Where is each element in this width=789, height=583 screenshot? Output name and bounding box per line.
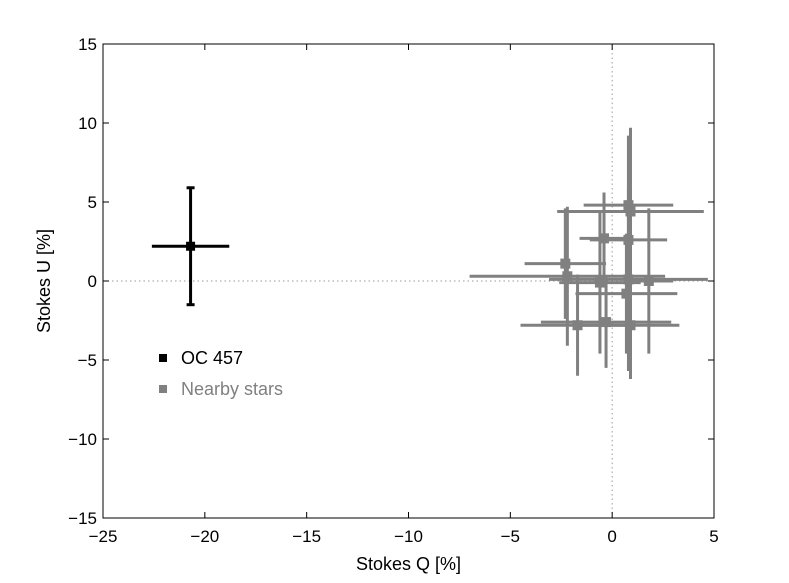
- data-point: [151, 186, 230, 307]
- data-marker: [621, 288, 632, 299]
- data-marker: [625, 320, 636, 331]
- legend-marker: [159, 354, 167, 362]
- legend: OC 457 Nearby stars: [159, 348, 283, 399]
- data-marker: [560, 258, 571, 269]
- series-nearby-stars: [469, 127, 708, 379]
- y-tick-label: 10: [78, 114, 97, 133]
- data-point: [549, 187, 708, 372]
- data-marker: [562, 271, 573, 282]
- data-point: [557, 127, 704, 296]
- data-point: [624, 208, 674, 354]
- x-axis-title: Stokes Q [%]: [356, 554, 461, 574]
- y-axis-title: Stokes U [%]: [34, 229, 54, 333]
- x-tick-label: −25: [89, 527, 118, 546]
- data-marker: [599, 233, 610, 244]
- series-oc-457: [151, 186, 230, 307]
- data-point: [579, 192, 629, 285]
- y-tick-label: 15: [78, 35, 97, 54]
- legend-label: Nearby stars: [181, 379, 283, 399]
- legend-marker: [159, 385, 167, 393]
- data-marker: [625, 206, 636, 217]
- x-tick-label: −15: [292, 527, 321, 546]
- x-tick-label: −20: [190, 527, 219, 546]
- y-tick-label: −15: [68, 509, 97, 528]
- data-point: [575, 233, 678, 354]
- data-point: [524, 208, 607, 319]
- data-marker: [601, 317, 612, 328]
- data-point: [540, 276, 672, 368]
- x-tick-label: −10: [394, 527, 423, 546]
- x-tick-label: −5: [501, 527, 520, 546]
- zero-reference-lines: [103, 44, 714, 518]
- data-marker: [186, 241, 196, 251]
- y-tick-label: 0: [88, 272, 97, 291]
- data-point: [581, 271, 680, 379]
- x-tick-label: 5: [709, 527, 718, 546]
- plot-area: [102, 43, 715, 519]
- data-series: [151, 127, 708, 379]
- data-marker: [643, 276, 654, 286]
- x-tick-label: 0: [607, 527, 616, 546]
- data-marker: [572, 320, 583, 331]
- legend-label: OC 457: [181, 348, 243, 368]
- data-marker: [623, 274, 634, 285]
- data-marker: [594, 277, 605, 288]
- y-tick-label: 5: [88, 193, 97, 212]
- axis-ticks: −25 −20 −15 −10 −5 0 5 −15 −10 −5 0 5 10 15: [68, 35, 719, 546]
- y-tick-label: −10: [68, 430, 97, 449]
- y-tick-label: −5: [78, 351, 97, 370]
